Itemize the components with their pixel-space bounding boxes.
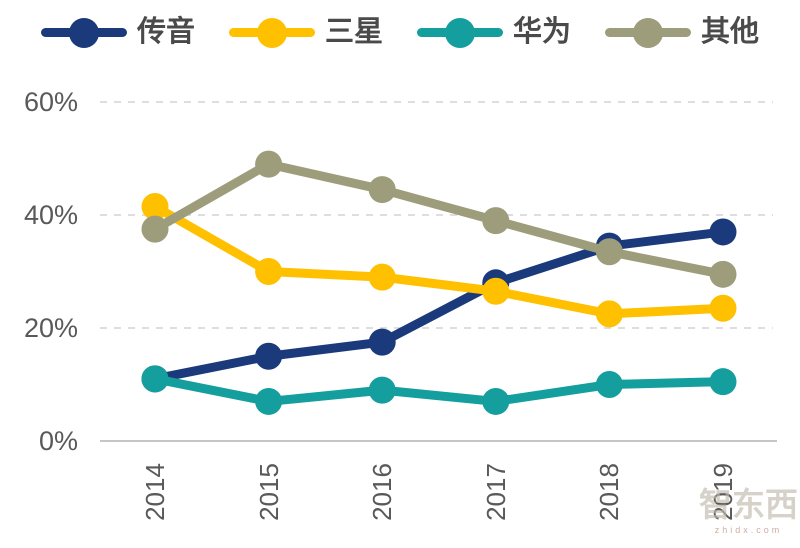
- legend-label: 三星: [324, 16, 383, 48]
- legend-dot: [445, 17, 475, 48]
- legend-dot: [256, 17, 287, 48]
- legend-dot: [633, 17, 664, 48]
- x-axis-tick-2018: 2018: [594, 463, 625, 521]
- line-marker-icon: [228, 17, 315, 48]
- line-marker-icon: [417, 17, 503, 48]
- legend-item-huawei: 华为: [417, 16, 572, 48]
- legend-item-samsung: 三星: [228, 16, 383, 48]
- x-axis-tick-2015: 2015: [253, 463, 284, 521]
- y-axis-tick-20: 20%: [23, 313, 78, 343]
- legend: 传音 三星 华为 其他: [0, 16, 800, 48]
- y-axis-tick-0: 0%: [38, 426, 78, 456]
- legend-item-transsion: 传音: [40, 16, 195, 48]
- legend-label: 传音: [136, 16, 195, 48]
- legend-label: 其他: [701, 16, 760, 48]
- legend-dot: [68, 17, 99, 48]
- line-marker-icon: [40, 17, 127, 48]
- y-axis-tick-60: 60%: [23, 87, 78, 117]
- x-axis-tick-2014: 2014: [140, 463, 170, 521]
- line-marker-icon: [605, 17, 692, 48]
- x-axis-tick-2016: 2016: [367, 463, 398, 521]
- x-axis-tick-2017: 2017: [480, 463, 511, 521]
- legend-item-others: 其他: [605, 16, 760, 48]
- x-axis-tick-2019: 2019: [708, 463, 738, 521]
- legend-label: 华为: [513, 16, 572, 48]
- y-axis-tick-40: 40%: [23, 200, 78, 230]
